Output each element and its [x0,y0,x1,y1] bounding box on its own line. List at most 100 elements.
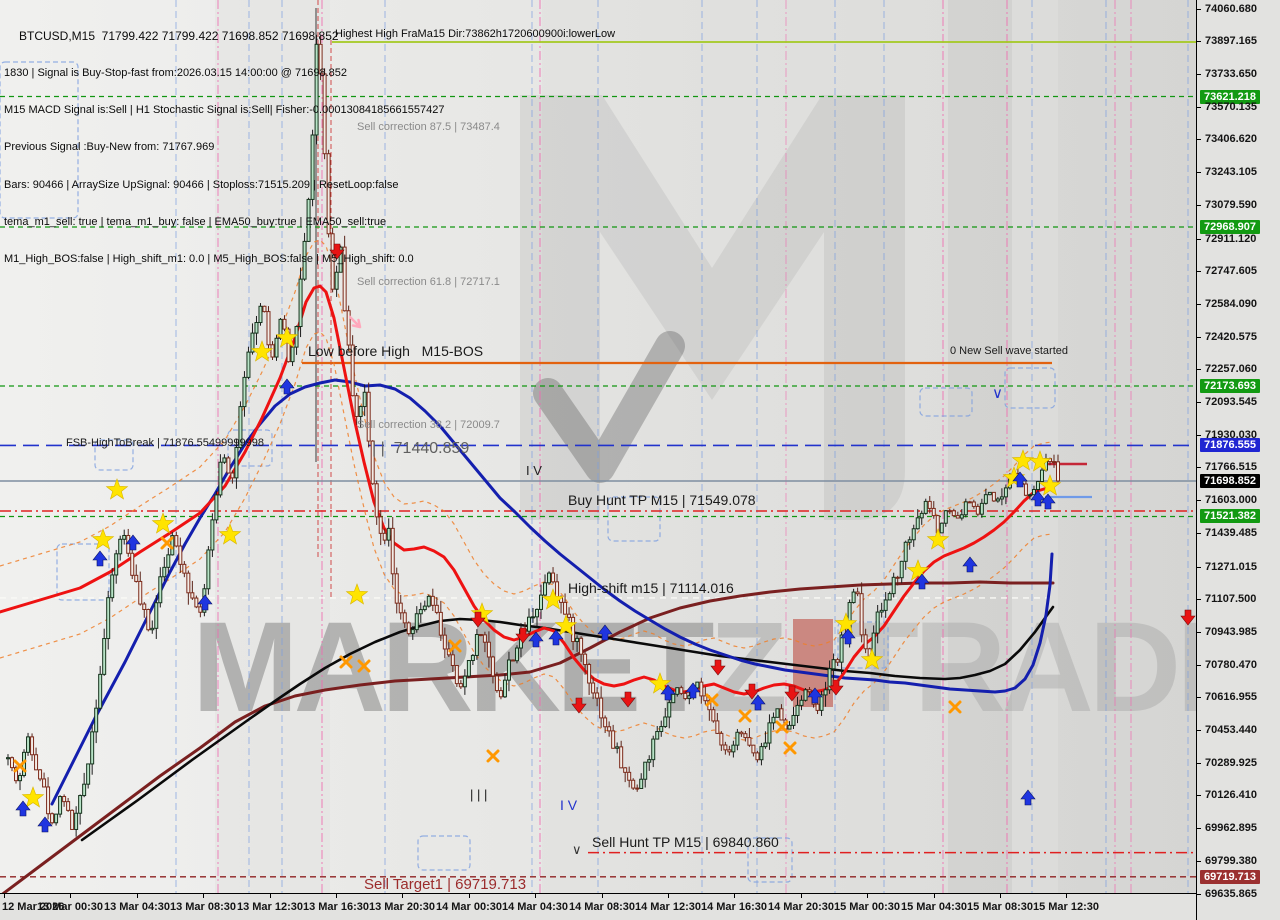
highest-high-overlay-text: Highest High FraMa15 Dir:73862h172060090… [335,28,616,40]
price-axis-tick [1197,369,1201,370]
time-axis-tick [70,894,71,898]
price-axis-label: 71439.485 [1205,527,1257,539]
price-axis-tick [1197,894,1201,895]
time-axis-label: 13 Mar 16:30 [302,901,370,913]
signal-line: 1830 | Signal is Buy-Stop-fast from:2026… [4,67,348,80]
time-axis-label: 14 Mar 12:30 [634,901,702,913]
time-axis-tick [1000,894,1001,898]
price-level-tag-red: 69719.713 [1200,870,1260,884]
expert-info-panel: BTCUSD,M15 71799.422 71799.422 71698.852… [4,5,444,290]
price-axis-label: 70453.440 [1205,724,1257,736]
price-level-tag-black: 71698.852 [1200,474,1260,488]
price-axis-label: 73079.590 [1205,199,1257,211]
bars-stoploss-line: Bars: 90466 | ArraySize UpSignal: 90466 … [4,178,399,191]
time-axis-tick [535,894,536,898]
time-axis-label: 15 Mar 08:30 [966,901,1034,913]
price-axis-tick [1197,861,1201,862]
price-axis-label: 72093.545 [1205,396,1257,408]
time-axis-label: 15 Mar 00:30 [833,901,901,913]
time-axis-tick [137,894,138,898]
time-axis-label: 14 Mar 00:30 [435,901,503,913]
price-axis-label: 70289.925 [1205,757,1257,769]
price-axis-tick [1197,632,1201,633]
price-level-tag-green: 73621.218 [1200,90,1260,104]
price-axis-label: 72911.120 [1205,233,1257,245]
time-axis-tick [801,894,802,898]
price-level-tag-green: 72968.907 [1200,220,1260,234]
time-axis-tick [4,894,5,898]
price-axis-label: 70126.410 [1205,789,1257,801]
time-axis-label: 12 Mar 2026 [2,901,65,913]
time-axis-tick [1066,894,1067,898]
price-axis-label: 71766.515 [1205,461,1257,473]
price-axis-label: 73570.135 [1205,101,1257,113]
price-axis-label: 70780.470 [1205,659,1257,671]
time-axis-label: 14 Mar 04:30 [501,901,569,913]
price-axis-label: 74060.680 [1205,3,1257,15]
price-axis-label: 71603.000 [1205,494,1257,506]
price-axis-tick [1197,172,1201,173]
price-axis-tick [1197,107,1201,108]
price-axis-label: 73406.620 [1205,133,1257,145]
time-axis-tick [270,894,271,898]
time-axis-label: 14 Mar 08:30 [568,901,636,913]
price-axis-tick [1197,567,1201,568]
price-axis-tick [1197,467,1201,468]
price-level-tag-green: 71521.382 [1200,509,1260,523]
price-axis-label: 73897.165 [1205,35,1257,47]
price-axis-label: 69799.380 [1205,855,1257,867]
time-axis-tick [734,894,735,898]
price-axis-label: 71271.015 [1205,561,1257,573]
time-axis-tick [203,894,204,898]
price-axis-tick [1197,9,1201,10]
price-axis-label: 69635.865 [1205,888,1257,900]
time-axis-label: 13 Mar 08:30 [169,901,237,913]
time-axis-tick [934,894,935,898]
price-axis-label: 72584.090 [1205,298,1257,310]
price-axis-tick [1197,533,1201,534]
price-axis-tick [1197,337,1201,338]
price-axis-tick [1197,795,1201,796]
price-axis-tick [1197,500,1201,501]
price-axis-tick [1197,763,1201,764]
time-axis-tick [469,894,470,898]
price-axis-tick [1197,435,1201,436]
price-axis-tick [1197,402,1201,403]
price-axis-tick [1197,139,1201,140]
price-axis-label: 72257.060 [1205,363,1257,375]
chart-area[interactable]: MARKETZTRADE Sell correction 87.5 | 7348… [0,0,1196,893]
time-axis-tick [402,894,403,898]
time-axis-label: 13 Mar 20:30 [368,901,436,913]
time-axis-tick [668,894,669,898]
bos-shift-line: M1_High_BOS:false | High_shift_m1: 0.0 |… [4,253,414,266]
price-axis-tick [1197,304,1201,305]
tema-ema-line: tema_m1_sell: true | tema_m1_buy: false … [4,215,387,228]
time-axis[interactable]: 12 Mar 2026 13 Mar 00:30 13 Mar 04:30 13 Ma… [0,893,1196,920]
time-axis-label: 14 Mar 20:30 [767,901,835,913]
price-axis-tick [1197,828,1201,829]
symbol-ohlc-line: BTCUSD,M15 71799.422 71799.422 71698.852… [19,28,339,43]
price-chart-canvas[interactable] [0,0,1196,893]
price-level-tag-green: 72173.693 [1200,379,1260,393]
previous-signal-line: Previous Signal :Buy-New from: 71767.969 [4,141,215,154]
price-axis[interactable]: 74060.680 73897.165 73733.650 73621.218 7357… [1196,0,1280,920]
time-axis-label: 15 Mar 12:30 [1032,901,1100,913]
price-axis-tick [1197,205,1201,206]
price-axis-tick [1197,697,1201,698]
price-axis-label: 70943.985 [1205,626,1257,638]
price-axis-tick [1197,730,1201,731]
price-axis-tick [1197,665,1201,666]
price-axis-label: 72747.605 [1205,265,1257,277]
time-axis-label: 13 Mar 04:30 [103,901,171,913]
time-axis-label: 13 Mar 12:30 [236,901,304,913]
time-axis-label: 13 Mar 00:30 [36,901,104,913]
price-axis-label: 73243.105 [1205,166,1257,178]
price-level-tag-blue: 71876.555 [1200,438,1260,452]
price-axis-tick [1197,74,1201,75]
price-axis-tick [1197,271,1201,272]
price-axis-tick [1197,599,1201,600]
macd-stochastic-line: M15 MACD Signal is:Sell | H1 Stochastic … [4,104,445,117]
price-axis-label: 72420.575 [1205,331,1257,343]
price-axis-label: 69962.895 [1205,822,1257,834]
